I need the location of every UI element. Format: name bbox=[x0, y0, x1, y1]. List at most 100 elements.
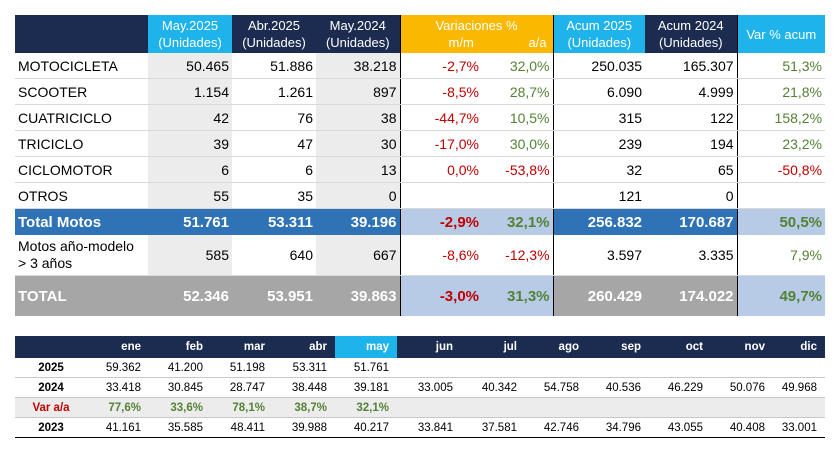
monthly-cell bbox=[587, 397, 649, 418]
month-header: abr bbox=[273, 336, 335, 358]
monthly-cell: 34.796 bbox=[587, 417, 649, 438]
cell-abr2025: 1.261 bbox=[232, 78, 316, 105]
monthly-cell: 59.362 bbox=[87, 358, 149, 378]
monthly-cell: 41.161 bbox=[87, 417, 149, 438]
cell-abr2025: 51.886 bbox=[232, 53, 316, 79]
cell-acum2024: 194 bbox=[645, 130, 738, 157]
monthly-cell: 33.841 bbox=[397, 417, 461, 438]
data-row: MOTOCICLETA 50.465 51.886 38.218 -2,7% 32,0% 2… bbox=[15, 53, 826, 79]
monthly-cell: 41.200 bbox=[149, 358, 211, 378]
cell-acum2025: 32 bbox=[553, 156, 646, 183]
monthly-cell bbox=[461, 397, 525, 418]
cell-acum2024: 4.999 bbox=[645, 78, 738, 105]
cell-aa: 30,0% bbox=[482, 130, 554, 157]
monthly-table: ene feb mar abr may jun jul ago sep oct nov dic 202… bbox=[15, 336, 825, 438]
monthly-row: Var a/a 77,6% 33,6% 78,1% 38,7% 32,1% bbox=[15, 397, 825, 418]
monthly-cell: 48.411 bbox=[211, 417, 273, 438]
month-header: feb bbox=[149, 336, 211, 358]
cell-acum2025: 250.035 bbox=[553, 53, 646, 79]
monthly-cell: 43.055 bbox=[649, 417, 711, 438]
monthly-cell: 32,1% bbox=[335, 397, 397, 418]
cell-aa: 32,0% bbox=[482, 53, 554, 79]
cell-mm: 0,0% bbox=[399, 156, 482, 183]
cell-mm: -2,7% bbox=[399, 53, 482, 79]
row-label: CICLOMOTOR bbox=[15, 156, 148, 183]
monthly-cell: 35.585 bbox=[149, 417, 211, 438]
row-label: SCOOTER bbox=[15, 78, 148, 105]
total-row: TOTAL 52.346 53.951 39.863 -3,0% 31,3% 2… bbox=[15, 275, 826, 316]
monthly-cell bbox=[397, 397, 461, 418]
cell-var-acum: 158,2% bbox=[736, 104, 826, 131]
monthly-cell bbox=[461, 358, 525, 378]
monthly-cell: 42.746 bbox=[525, 417, 587, 438]
data-row: CUATRICICLO 42 76 38 -44,7% 10,5% 315 122 158,2% bbox=[15, 104, 826, 131]
cell-mm: -8,5% bbox=[399, 78, 482, 105]
cell-may2024: 30 bbox=[316, 130, 400, 157]
monthly-row-label: Var a/a bbox=[15, 397, 87, 418]
monthly-cell bbox=[587, 358, 649, 378]
header-variaciones: Variaciones % m/m a/a bbox=[399, 15, 554, 53]
monthly-cell bbox=[525, 397, 587, 418]
vehicle-registrations-table: May.2025 (Unidades) Abr.2025 (Unidades) Ma… bbox=[15, 15, 826, 316]
monthly-cell: 40.342 bbox=[461, 377, 525, 398]
cell-may2024: 897 bbox=[316, 78, 400, 105]
header-abr2025: Abr.2025 (Unidades) bbox=[232, 15, 316, 53]
monthly-cell: 37.581 bbox=[461, 417, 525, 438]
monthly-cell bbox=[649, 397, 711, 418]
monthly-cell: 39.181 bbox=[335, 377, 397, 398]
cell-var-acum: 51,3% bbox=[736, 53, 826, 79]
data-row: SCOOTER 1.154 1.261 897 -8,5% 28,7% 6.090 4.999… bbox=[15, 78, 826, 105]
monthly-cell: 77,6% bbox=[87, 397, 149, 418]
monthly-cell: 51.761 bbox=[335, 358, 397, 378]
month-header: may bbox=[335, 336, 397, 358]
data-row: TRICICLO 39 47 30 -17,0% 30,0% 239 194 23,2% bbox=[15, 130, 826, 157]
monthly-cell bbox=[773, 397, 825, 418]
data-row: CICLOMOTOR 6 6 13 0,0% -53,8% 32 65 -50,8% bbox=[15, 156, 826, 183]
cell-abr2025: 76 bbox=[232, 104, 316, 131]
month-header: sep bbox=[587, 336, 649, 358]
cell-aa bbox=[482, 182, 554, 209]
row-label: CUATRICICLO bbox=[15, 104, 148, 131]
monthly-cell: 38,7% bbox=[273, 397, 335, 418]
cell-var-acum: 21,8% bbox=[736, 78, 826, 105]
monthly-cell bbox=[649, 358, 711, 378]
cell-mm: -17,0% bbox=[399, 130, 482, 157]
monthly-cell: 28.747 bbox=[211, 377, 273, 398]
monthly-cell bbox=[525, 358, 587, 378]
cell-may2024: 13 bbox=[316, 156, 400, 183]
cell-acum2025: 121 bbox=[553, 182, 646, 209]
monthly-row-label: 2024 bbox=[15, 377, 87, 398]
cell-may2024: 38.218 bbox=[316, 53, 400, 79]
monthly-header-row: ene feb mar abr may jun jul ago sep oct nov dic bbox=[15, 336, 825, 358]
header-var-acum: Var % acum bbox=[736, 15, 826, 53]
header-mm: m/m bbox=[448, 35, 474, 50]
cell-mm bbox=[399, 182, 482, 209]
modelo-row: Motos año-modelo > 3 años 585 640 667 -8,… bbox=[15, 235, 826, 276]
monthly-cell: 39.988 bbox=[273, 417, 335, 438]
cell-var-acum bbox=[736, 182, 826, 209]
monthly-cell: 33.001 bbox=[773, 417, 825, 438]
month-header: jul bbox=[461, 336, 525, 358]
cell-may2025: 1.154 bbox=[148, 78, 232, 105]
header-may2024: May.2024 (Unidades) bbox=[316, 15, 400, 53]
cell-aa: 28,7% bbox=[482, 78, 554, 105]
monthly-cell: 50.076 bbox=[711, 377, 773, 398]
monthly-cell: 53.311 bbox=[273, 358, 335, 378]
monthly-cell: 30.845 bbox=[149, 377, 211, 398]
monthly-cell: 33,6% bbox=[149, 397, 211, 418]
month-header: jun bbox=[397, 336, 461, 358]
monthly-cell: 33.418 bbox=[87, 377, 149, 398]
monthly-cell: 33.005 bbox=[397, 377, 461, 398]
cell-acum2024: 65 bbox=[645, 156, 738, 183]
data-row: OTROS 55 35 0 121 0 bbox=[15, 182, 826, 209]
monthly-cell: 49.968 bbox=[773, 377, 825, 398]
cell-may2025: 50.465 bbox=[148, 53, 232, 79]
monthly-row-label: 2025 bbox=[15, 358, 87, 378]
row-label: TRICICLO bbox=[15, 130, 148, 157]
cell-aa: 10,5% bbox=[482, 104, 554, 131]
cell-acum2024: 165.307 bbox=[645, 53, 738, 79]
monthly-cell: 40.408 bbox=[711, 417, 773, 438]
monthly-cell bbox=[711, 358, 773, 378]
monthly-cell: 78,1% bbox=[211, 397, 273, 418]
header-blank bbox=[15, 15, 148, 53]
